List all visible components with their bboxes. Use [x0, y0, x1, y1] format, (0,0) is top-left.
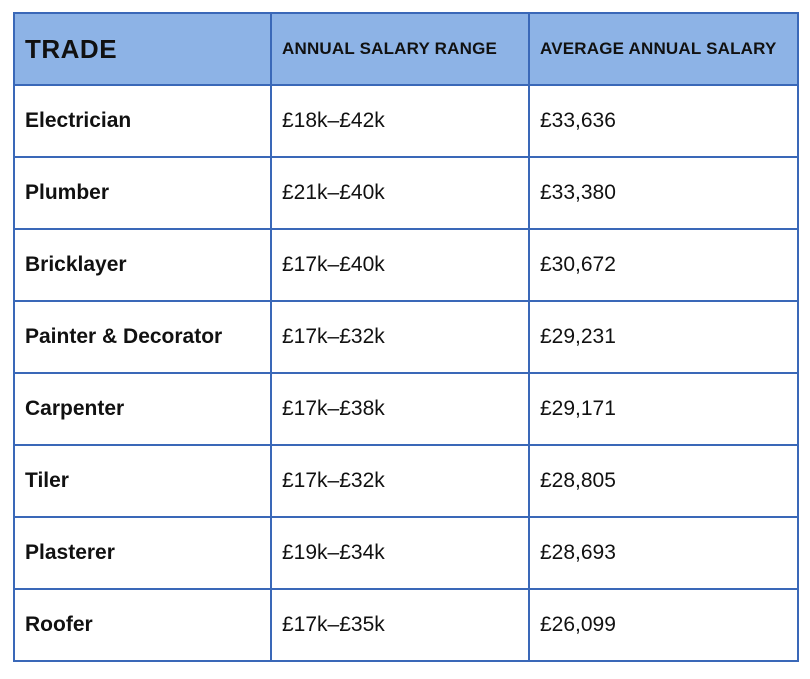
- average-salary-cell: £29,171: [528, 372, 799, 446]
- average-salary-cell: £33,636: [528, 84, 799, 158]
- salary-range-cell: £17k–£32k: [270, 300, 530, 374]
- trade-cell: Bricklayer: [13, 228, 272, 302]
- average-salary-cell: £30,672: [528, 228, 799, 302]
- salary-range-cell: £18k–£42k: [270, 84, 530, 158]
- trade-cell: Electrician: [13, 84, 272, 158]
- header-row: TRADE ANNUAL SALARY RANGE AVERAGE ANNUAL…: [13, 12, 799, 86]
- table-header: TRADE ANNUAL SALARY RANGE AVERAGE ANNUAL…: [13, 12, 799, 86]
- trade-cell: Carpenter: [13, 372, 272, 446]
- trade-cell: Painter & Decorator: [13, 300, 272, 374]
- header-trade: TRADE: [13, 12, 272, 86]
- salary-range-cell: £17k–£38k: [270, 372, 530, 446]
- salary-range-cell: £17k–£35k: [270, 588, 530, 662]
- header-average-salary: AVERAGE ANNUAL SALARY: [528, 12, 799, 86]
- table-row: Bricklayer £17k–£40k £30,672: [13, 228, 799, 302]
- average-salary-cell: £28,805: [528, 444, 799, 518]
- table-row: Tiler £17k–£32k £28,805: [13, 444, 799, 518]
- trade-cell: Tiler: [13, 444, 272, 518]
- table-row: Plasterer £19k–£34k £28,693: [13, 516, 799, 590]
- average-salary-cell: £29,231: [528, 300, 799, 374]
- header-salary-range: ANNUAL SALARY RANGE: [270, 12, 530, 86]
- salary-range-cell: £19k–£34k: [270, 516, 530, 590]
- table-row: Plumber £21k–£40k £33,380: [13, 156, 799, 230]
- table-row: Electrician £18k–£42k £33,636: [13, 84, 799, 158]
- salary-table: TRADE ANNUAL SALARY RANGE AVERAGE ANNUAL…: [13, 12, 799, 662]
- table-row: Painter & Decorator £17k–£32k £29,231: [13, 300, 799, 374]
- table-body: Electrician £18k–£42k £33,636 Plumber £2…: [13, 84, 799, 662]
- table-row: Roofer £17k–£35k £26,099: [13, 588, 799, 662]
- salary-range-cell: £17k–£40k: [270, 228, 530, 302]
- trade-cell: Plasterer: [13, 516, 272, 590]
- trade-cell: Roofer: [13, 588, 272, 662]
- table-row: Carpenter £17k–£38k £29,171: [13, 372, 799, 446]
- average-salary-cell: £26,099: [528, 588, 799, 662]
- salary-range-cell: £17k–£32k: [270, 444, 530, 518]
- salary-range-cell: £21k–£40k: [270, 156, 530, 230]
- average-salary-cell: £33,380: [528, 156, 799, 230]
- average-salary-cell: £28,693: [528, 516, 799, 590]
- trade-cell: Plumber: [13, 156, 272, 230]
